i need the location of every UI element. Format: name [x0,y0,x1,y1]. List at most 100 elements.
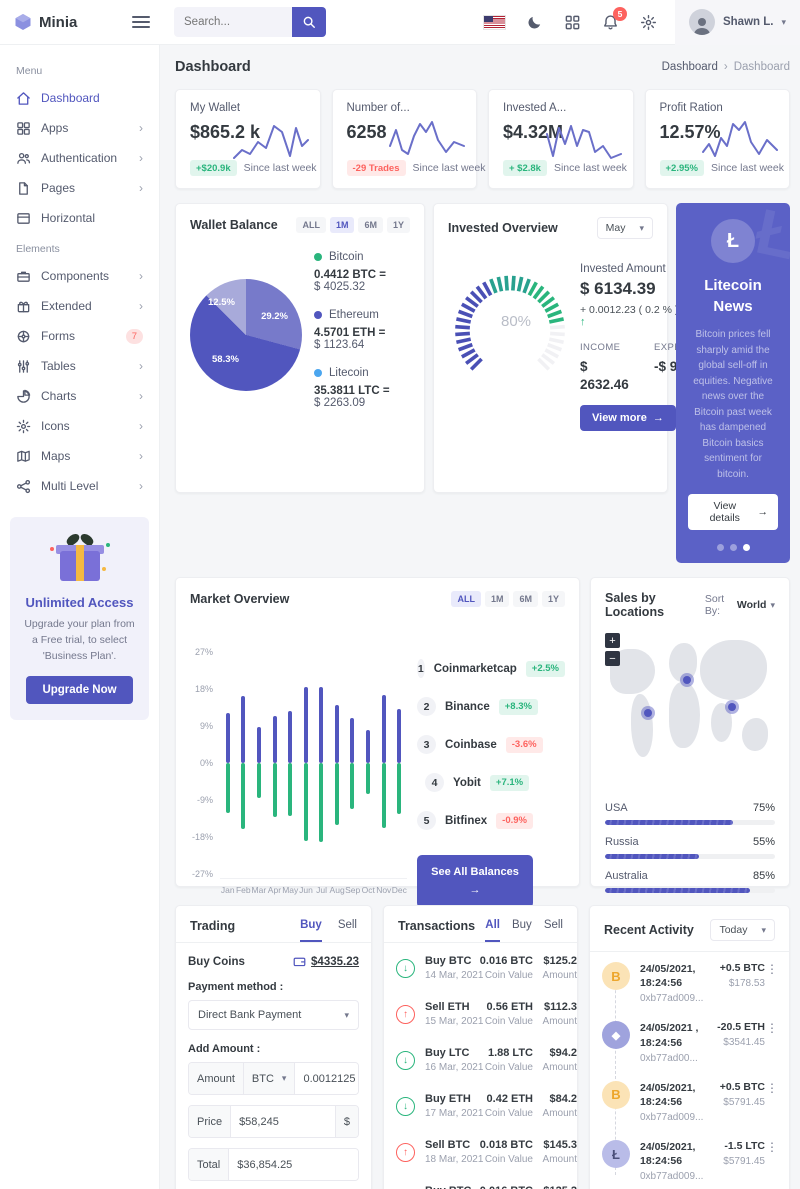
legend-dot [314,253,322,261]
payment-method-select[interactable]: Direct Bank Payment ▾ [188,1000,359,1030]
kebab-menu-icon[interactable]: ⋮ [766,1140,778,1155]
stat-card-number-of-trades: Number of... 6258 -29 Trades Since last w… [331,89,485,189]
arrow-right-icon: → [757,506,769,518]
wallet-balance-link[interactable]: $4335.23 [293,955,359,968]
sidebar-item-charts[interactable]: Charts › [0,381,159,411]
activity-date: 24/05/2021, 18:24:56 [640,963,696,990]
tab-sell[interactable]: Sell [337,919,357,931]
amount-label: Amount [542,1108,577,1119]
sidebar-item-authentication[interactable]: Authentication › [0,143,159,173]
location-name: USA [605,802,628,814]
tab-1y[interactable]: 1Y [541,591,565,607]
menu-toggle-icon[interactable] [132,13,150,31]
tab-all[interactable]: All [485,919,500,942]
stat-caption: Since last week [243,162,317,174]
activity-row[interactable]: B 24/05/2021, 18:24:56 0xb77ad009... +0.5… [602,962,779,1004]
activity-row[interactable]: B 24/05/2021, 18:24:56 0xb77ad009... +0.5… [602,1080,779,1123]
forms-badge: 7 [125,328,143,344]
settings-gear-icon[interactable] [640,14,657,31]
search-button[interactable] [292,7,326,37]
transaction-row[interactable]: ↓ Buy LTC 16 Mar, 2021 1.88 LTC Coin Value… [384,1037,577,1083]
buy-coins-label: Buy Coins [188,955,245,968]
buy-down-arrow-icon: ↓ [396,1096,415,1116]
briefcase-icon [16,269,31,284]
activity-change: +0.5 BTC [719,1080,765,1093]
total-input[interactable]: $36,854.25 [229,1149,358,1180]
map-zoom-in-button[interactable]: + [605,633,620,648]
sidebar-item-pages[interactable]: Pages › [0,173,159,203]
invested-period-select[interactable]: May ▾ [596,217,653,239]
map-marker[interactable] [679,673,694,687]
activity-row[interactable]: Ł 24/05/2021, 18:24:56 0xb77ad009... -1.5… [602,1140,779,1182]
share-icon [16,479,31,494]
view-more-button[interactable]: View more → [580,405,676,432]
breadcrumb-parent[interactable]: Dashboard [661,61,718,73]
sidebar-item-label: Multi Level [41,479,99,493]
language-flag-icon[interactable] [483,15,505,29]
sidebar-item-dashboard[interactable]: Dashboard [0,83,159,113]
sidebar-item-forms[interactable]: Forms 7 [0,321,159,351]
sort-by-select[interactable]: Sort By: World ▾ [705,593,775,617]
tab-sell[interactable]: Sell [543,919,563,931]
transaction-row[interactable]: ↓ Buy ETH 17 Mar, 2021 0.42 ETH Coin Value… [384,1083,577,1129]
search-input[interactable] [174,7,292,37]
brand-name: Minia [39,13,78,31]
user-menu[interactable]: Shawn L. ▾ [674,0,800,45]
transaction-row[interactable]: ↑ Sell BTC 18 Mar, 2021 0.018 BTC Coin Val… [384,1129,577,1175]
tab-6m[interactable]: 6M [513,591,538,607]
rank-number: 5 [417,811,436,830]
tab-all[interactable]: ALL [451,591,481,607]
activity-period-select[interactable]: Today ▾ [710,919,775,941]
sidebar-item-maps[interactable]: Maps › [0,441,159,471]
activity-change: +0.5 BTC [719,962,765,974]
map-marker[interactable] [641,706,656,720]
chevron-down-icon: ▾ [770,599,775,610]
invested-amount-label: Invested Amount [580,263,666,275]
carousel-dot[interactable] [729,544,737,551]
sidebar-item-horizontal[interactable]: Horizontal [0,203,159,233]
transaction-row[interactable]: ↑ Sell ETH 15 Mar, 2021 0.56 ETH Coin Valu… [384,991,577,1037]
price-input[interactable]: $58,245 [231,1106,335,1137]
sidebar-item-extended[interactable]: Extended › [0,291,159,321]
file-icon [16,181,31,196]
sidebar-item-label: Pages [41,181,76,195]
wallet-pie-chart [190,279,302,391]
view-details-button[interactable]: View details → [688,494,778,530]
location-name: Russia [605,836,639,848]
tab-6m[interactable]: 6M [358,217,383,233]
rank-number: 2 [417,697,436,716]
exchange-name: Yobit [453,776,481,789]
tab-buy[interactable]: Buy [300,919,322,942]
news-title-coin: Litecoin [704,277,762,294]
apps-grid-icon[interactable] [564,14,581,31]
map-zoom-out-button[interactable]: − [605,651,620,666]
map-marker[interactable] [724,700,739,714]
sidebar-item-multi-level[interactable]: Multi Level › [0,471,159,501]
tab-all[interactable]: ALL [296,217,326,233]
amount-input[interactable]: 0.0012125 [295,1063,358,1094]
sidebar-item-components[interactable]: Components › [0,261,159,291]
sidebar-item-apps[interactable]: Apps › [0,113,159,143]
breadcrumb-separator: › [723,61,728,73]
sidebar-item-icons[interactable]: Icons › [0,411,159,441]
notifications-bell-icon[interactable]: 5 [602,6,627,31]
tab-1y[interactable]: 1Y [386,217,410,233]
currency-select[interactable]: BTC ▾ [243,1063,296,1094]
kebab-menu-icon[interactable]: ⋮ [766,962,778,976]
kebab-menu-icon[interactable]: ⋮ [766,1021,778,1036]
carousel-dot[interactable] [742,544,750,551]
upgrade-now-button[interactable]: Upgrade Now [26,676,133,705]
carousel-dot[interactable] [716,544,724,551]
see-all-balances-button[interactable]: See All Balances → [417,855,533,909]
news-title-word: News [713,298,753,315]
tab-1m[interactable]: 1M [484,591,510,607]
activity-row[interactable]: ◆ 24/05/2021 , 18:24:56 0xb77ad00... -20.… [602,1021,779,1064]
tab-1m[interactable]: 1M [329,217,355,233]
sidebar-item-tables[interactable]: Tables › [0,351,159,381]
tab-buy[interactable]: Buy [511,919,532,931]
dark-mode-moon-icon[interactable] [526,14,543,31]
kebab-menu-icon[interactable]: ⋮ [766,1080,778,1095]
transactions-title: Transactions [398,919,476,933]
